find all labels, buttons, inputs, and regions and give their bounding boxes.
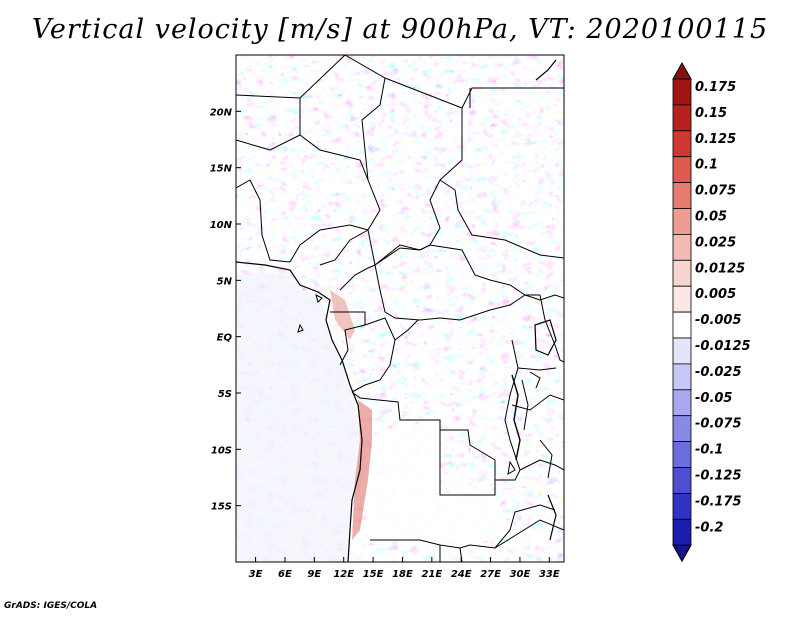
southern-interior-area	[365, 420, 510, 548]
colorbar-swatch	[672, 130, 692, 158]
colorbar-label: 0.005	[695, 287, 736, 302]
colorbar-swatch	[672, 363, 692, 391]
colorbar-swatch	[672, 208, 692, 235]
x-tick-label: 18E	[392, 569, 413, 580]
colorbar-swatch	[672, 259, 692, 287]
x-tick-label: 15E	[363, 569, 384, 580]
x-tick-label: 27E	[480, 569, 501, 580]
x-tick-label: 3E	[249, 569, 263, 580]
vertical-velocity-field	[236, 55, 564, 562]
colorbar-label: 0.05	[695, 210, 727, 225]
colorbar-swatch	[672, 285, 692, 313]
colorbar-swatch	[672, 311, 692, 339]
colorbar-label: 0.075	[695, 184, 736, 199]
colorbar-swatch	[672, 156, 692, 183]
colorbar-top-arrow	[672, 61, 692, 80]
colorbar: 0.175 0.15 0.125 0.1 0.075 0.05 0.025 0.0125 0.0…	[672, 61, 751, 563]
colorbar-swatch	[672, 182, 692, 209]
colorbar-label: -0.2	[695, 520, 723, 535]
y-tick-label: 15N	[210, 164, 233, 175]
y-tick-label: EQ	[217, 333, 233, 344]
y-tick-label: 5N	[217, 276, 233, 287]
colorbar-swatch	[672, 104, 692, 132]
x-tick-label: 12E	[333, 569, 354, 580]
colorbar-label: -0.125	[695, 469, 742, 484]
y-tick-label: 10S	[211, 445, 232, 456]
colorbar-label: -0.005	[695, 313, 742, 328]
y-tick-label: 20N	[210, 107, 233, 118]
colorbar-bottom-arrow	[672, 544, 692, 563]
colorbar-swatch	[672, 492, 692, 520]
colorbar-label: 0.175	[695, 80, 736, 95]
colorbar-label: -0.175	[695, 494, 742, 509]
x-tick-label: 33E	[539, 569, 560, 580]
y-tick-label: 10N	[210, 220, 233, 231]
x-tick-label: 24E	[451, 569, 472, 580]
colorbar-swatch	[672, 78, 692, 106]
colorbar-label: -0.05	[695, 391, 732, 406]
x-tick-label: 30E	[510, 569, 531, 580]
colorbar-label: 0.025	[695, 235, 736, 250]
atlantic-ocean-area	[236, 272, 368, 562]
x-tick-label: 9E	[307, 569, 321, 580]
colorbar-label: 0.0125	[695, 261, 745, 276]
x-tick-label: 6E	[278, 569, 292, 580]
colorbar-label: -0.075	[695, 417, 742, 432]
y-tick-label: 15S	[211, 502, 232, 513]
colorbar-swatch	[672, 233, 692, 261]
x-tick-label: 21E	[421, 569, 442, 580]
colorbar-swatch	[672, 467, 692, 494]
colorbar-label: 0.125	[695, 132, 736, 147]
colorbar-swatch	[672, 441, 692, 468]
colorbar-swatch	[672, 389, 692, 417]
colorbar-swatch	[672, 518, 692, 546]
colorbar-swatch	[672, 415, 692, 443]
colorbar-label: 0.1	[695, 158, 718, 173]
axis-ticks: 3E 6E 9E 12E 15E 18E 21E 24E 27E 30E 33E 20N 15N 10N 5…	[210, 107, 560, 580]
colorbar-label: 0.15	[695, 106, 727, 121]
country-borders	[236, 55, 564, 562]
map-frame	[235, 54, 565, 563]
colorbar-swatch	[672, 337, 692, 365]
colorbar-label: -0.0125	[695, 339, 751, 354]
colorbar-label: -0.025	[695, 365, 742, 380]
colorbar-label: -0.1	[695, 443, 723, 458]
y-tick-label: 5S	[218, 389, 232, 400]
grads-credit: GrADS: IGES/COLA	[4, 601, 98, 611]
map-title: Vertical velocity [m/s] at 900hPa, VT: 2…	[31, 14, 769, 45]
